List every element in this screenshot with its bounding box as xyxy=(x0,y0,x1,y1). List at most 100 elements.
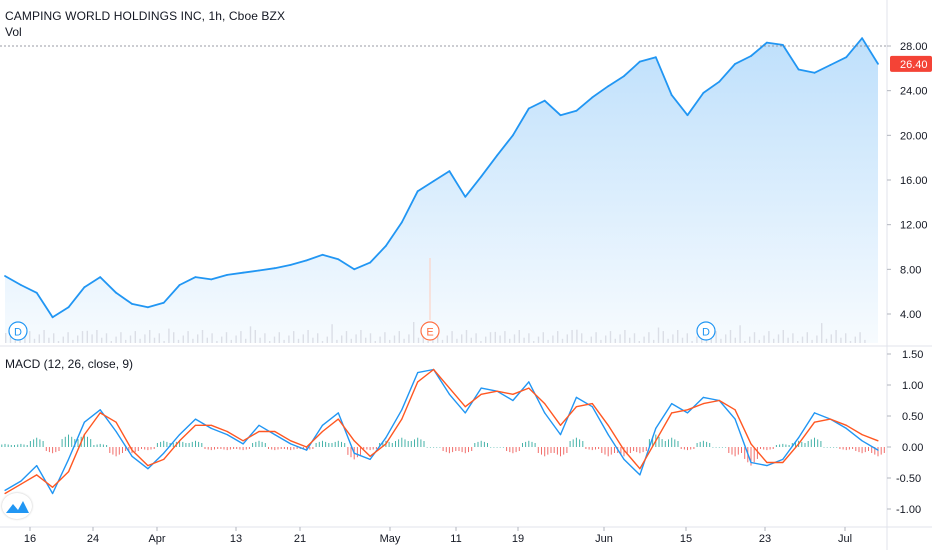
signal-point xyxy=(163,458,165,460)
macd-histogram-bar xyxy=(541,447,542,455)
macd-point xyxy=(290,443,292,445)
volume-bar xyxy=(254,330,256,343)
volume-bar xyxy=(182,335,184,343)
price-point xyxy=(35,291,38,294)
macd-histogram-bar xyxy=(369,447,371,451)
price-point xyxy=(718,80,721,83)
volume-bar xyxy=(9,336,12,343)
volume-bar xyxy=(341,335,343,343)
volume-bar xyxy=(326,336,328,343)
macd-histogram-bar xyxy=(744,447,746,459)
signal-point xyxy=(813,421,816,423)
signal-point xyxy=(194,424,197,426)
macd-histogram-bar xyxy=(1,444,3,447)
macd-histogram-bar xyxy=(226,447,228,451)
macd-histogram-bar xyxy=(144,447,146,450)
macd-histogram-bar xyxy=(702,440,704,447)
macd-histogram-bar xyxy=(423,441,425,447)
signal-point xyxy=(639,468,641,470)
volume-bar xyxy=(278,332,280,343)
price-point xyxy=(99,276,102,278)
macd-histogram-bar xyxy=(807,441,809,447)
tradingview-logo[interactable] xyxy=(2,493,32,519)
macd-histogram-bar xyxy=(439,447,441,448)
macd-histogram-bar xyxy=(315,443,317,447)
macd-y-tick-label: 1.50 xyxy=(902,349,923,361)
macd-histogram-bar xyxy=(471,447,473,451)
price-point xyxy=(512,134,514,137)
macd-histogram-bar xyxy=(188,443,190,447)
macd-histogram-bar xyxy=(61,439,63,447)
x-tick-label: Jun xyxy=(595,533,613,545)
macd-histogram-bar xyxy=(96,444,98,447)
volume-bar xyxy=(48,337,50,343)
x-tick-label: 13 xyxy=(230,533,242,545)
price-point xyxy=(496,154,498,157)
macd-histogram-bar xyxy=(414,439,415,447)
volume-bar xyxy=(67,332,69,343)
volume-bar xyxy=(38,334,40,343)
price-point xyxy=(385,245,387,247)
dividend-marker[interactable]: D xyxy=(696,321,716,341)
macd-histogram-bar xyxy=(64,436,66,447)
macd-histogram-bar xyxy=(518,447,520,451)
volume-bar xyxy=(821,323,823,343)
marker-label: D xyxy=(702,327,710,339)
macd-histogram-bar xyxy=(233,447,235,449)
macd-point xyxy=(813,412,816,414)
volume-bar xyxy=(744,341,746,343)
volume-bar xyxy=(29,331,31,343)
volume-bar xyxy=(576,329,578,343)
volume-bar xyxy=(552,335,554,343)
macd-point xyxy=(559,434,562,436)
x-tick-label: May xyxy=(380,533,401,545)
macd-histogram-bar xyxy=(842,447,844,450)
macd-histogram-bar xyxy=(639,447,641,454)
volume-bar xyxy=(528,333,530,343)
volume-bar xyxy=(456,338,458,343)
macd-histogram-bar xyxy=(264,443,266,447)
macd-title: MACD (12, 26, close, 9) xyxy=(5,357,134,371)
volume-bar xyxy=(331,324,333,343)
macd-histogram-bar xyxy=(839,447,841,449)
volume-bar xyxy=(557,331,559,343)
macd-point xyxy=(750,461,752,464)
signal-point xyxy=(671,412,673,414)
macd-histogram-bar xyxy=(147,447,149,451)
price-y-tick-label: 16.00 xyxy=(900,175,928,187)
volume-bar xyxy=(619,334,621,343)
earnings-marker[interactable]: E xyxy=(420,258,440,341)
signal-point xyxy=(179,440,181,442)
price-point xyxy=(67,306,70,309)
volume-bar xyxy=(696,336,698,343)
signal-point xyxy=(528,387,530,389)
macd-histogram-bar xyxy=(90,439,92,447)
macd-histogram-bar xyxy=(877,447,879,457)
macd-histogram-bar xyxy=(128,447,130,453)
macd-histogram-bar xyxy=(382,441,384,447)
volume-bar xyxy=(451,331,453,343)
volume-bar xyxy=(566,334,568,343)
macd-y-tick-label: 0.00 xyxy=(902,442,923,454)
macd-histogram-bar xyxy=(404,439,406,447)
volume-bar xyxy=(614,338,616,343)
price-point xyxy=(337,258,340,261)
macd-histogram-bar xyxy=(137,447,139,451)
dividend-marker[interactable]: D xyxy=(8,321,28,341)
macd-histogram-bar xyxy=(582,441,584,447)
macd-histogram-bar xyxy=(287,447,288,450)
volume-bar xyxy=(787,337,789,343)
macd-histogram-bar xyxy=(864,447,866,453)
chart-title: CAMPING WORLD HOLDINGS INC, 1h, Cboe BZX xyxy=(5,9,286,23)
macd-histogram-bar xyxy=(642,447,644,453)
signal-point xyxy=(4,492,6,495)
volume-bar xyxy=(321,341,324,343)
macd-point xyxy=(591,406,593,408)
macd-histogram-bar xyxy=(109,447,111,453)
macd-point xyxy=(861,440,863,442)
marker-circle xyxy=(420,321,440,341)
macd-point xyxy=(798,437,800,439)
macd-histogram-bar xyxy=(782,443,784,447)
price-point xyxy=(210,278,213,281)
